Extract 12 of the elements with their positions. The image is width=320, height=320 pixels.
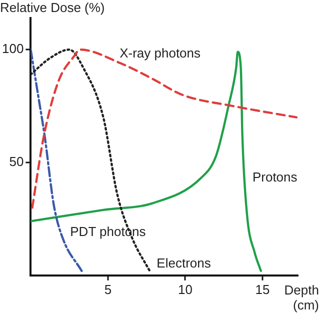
y-tick-label: 50 bbox=[9, 154, 24, 170]
x-axis-title: Depth (cm) bbox=[284, 282, 319, 312]
y-axis-title: Relative Dose (%) bbox=[0, 0, 105, 16]
line-series bbox=[31, 48, 298, 209]
annotation: X-ray photons bbox=[120, 45, 202, 60]
y-tick-label: 100 bbox=[2, 41, 24, 56]
x-tick-label: 5 bbox=[104, 282, 112, 297]
x-tick-label: 10 bbox=[178, 282, 192, 297]
line-series bbox=[30, 48, 151, 272]
x-tick-label: 15 bbox=[255, 282, 270, 297]
annotation: Protons bbox=[252, 170, 298, 185]
annotation: Electrons bbox=[156, 255, 212, 270]
